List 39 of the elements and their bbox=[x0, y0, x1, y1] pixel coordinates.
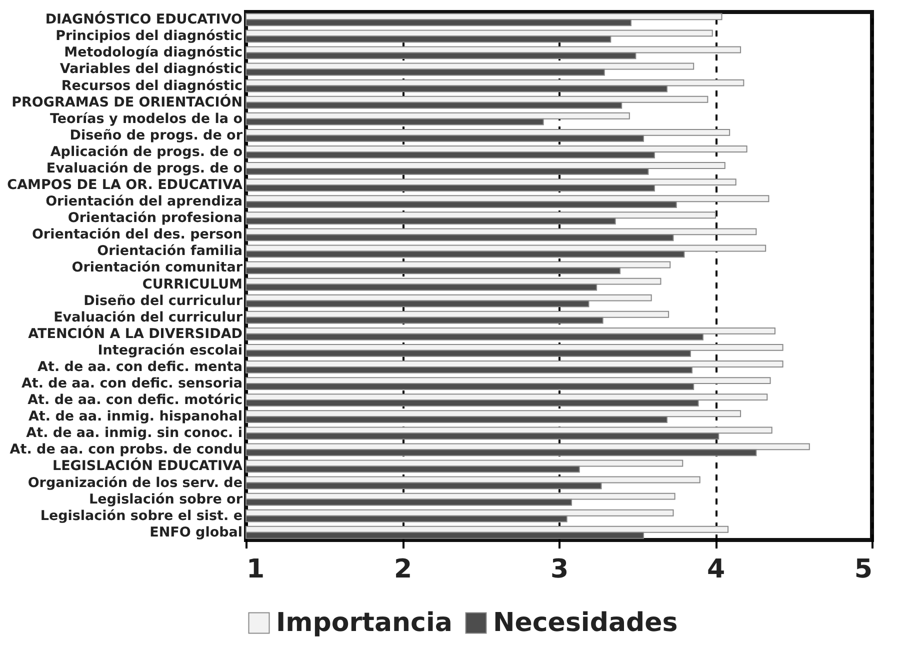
x-tick-label: 2 bbox=[394, 554, 412, 584]
y-tick-label: CURRICULUM bbox=[142, 276, 242, 292]
y-tick-label: Aplicación de progs. de o bbox=[50, 144, 242, 160]
y-tick-label: Orientación comunitar bbox=[72, 260, 243, 276]
y-tick-label: Variables del diagnóstic bbox=[60, 61, 242, 78]
y-tick-label: ENFO global bbox=[150, 524, 242, 540]
y-tick-label: CAMPOS DE LA OR. EDUCATIVA bbox=[7, 177, 244, 194]
y-tick-label: At. de aa. con probs. de condu bbox=[10, 442, 242, 458]
y-tick-label: ATENCIÓN A LA DIVERSIDAD bbox=[28, 324, 242, 342]
y-tick-label: Metodología diagnóstic bbox=[64, 44, 242, 61]
y-tick-label: At. de aa. con defic. menta bbox=[38, 358, 242, 375]
y-tick-label: Evaluación de progs. de o bbox=[46, 160, 242, 176]
x-tick-label: 3 bbox=[550, 554, 569, 584]
legend-label: Necesidades bbox=[493, 608, 678, 638]
y-tick-label: At. de aa. con defic. motóric bbox=[28, 392, 242, 408]
y-tick-label: Legislación sobre or bbox=[89, 491, 243, 508]
y-tick-label: Orientación del des. person bbox=[32, 226, 242, 243]
y-tick-label: Diseño del curriculur bbox=[84, 292, 243, 309]
y-tick-label: Integración escolai bbox=[98, 342, 242, 358]
y-tick-label: Orientación profesiona bbox=[68, 210, 242, 226]
y-tick-label: Evaluación del curriculur bbox=[54, 309, 243, 326]
x-tick-label: 4 bbox=[706, 554, 726, 584]
y-tick-label: DIAGNÓSTICO EDUCATIVO bbox=[45, 10, 242, 28]
y-tick-label: Orientación familia bbox=[97, 243, 242, 260]
y-tick-label: At. de aa. inmig. sin conoc. i bbox=[26, 425, 242, 442]
y-tick-label: Diseño de progs. de or bbox=[70, 127, 243, 144]
y-tick-label: PROGRAMAS DE ORIENTACIÓN bbox=[12, 93, 242, 110]
y-tick-label: LEGISLACIÓN EDUCATIVA bbox=[52, 457, 244, 474]
x-tick-label: 5 bbox=[854, 554, 872, 584]
y-tick-label: Orientación del aprendiza bbox=[46, 194, 242, 210]
y-tick-label: At. de aa. inmig. hispanohal bbox=[28, 408, 242, 425]
y-tick-label: At. de aa. con defic. sensoria bbox=[21, 376, 242, 392]
y-tick-label: Recursos del diagnóstic bbox=[61, 78, 242, 94]
y-tick-label: Legislación sobre el sist. e bbox=[40, 508, 242, 524]
x-tick-label: 1 bbox=[246, 554, 265, 584]
legend-label: Importancia bbox=[276, 608, 452, 638]
y-tick-label: Teorías y modelos de la o bbox=[50, 110, 242, 127]
y-tick-label: Principios del diagnóstic bbox=[56, 28, 242, 44]
y-tick-label: Organización de los serv. de bbox=[28, 474, 242, 491]
